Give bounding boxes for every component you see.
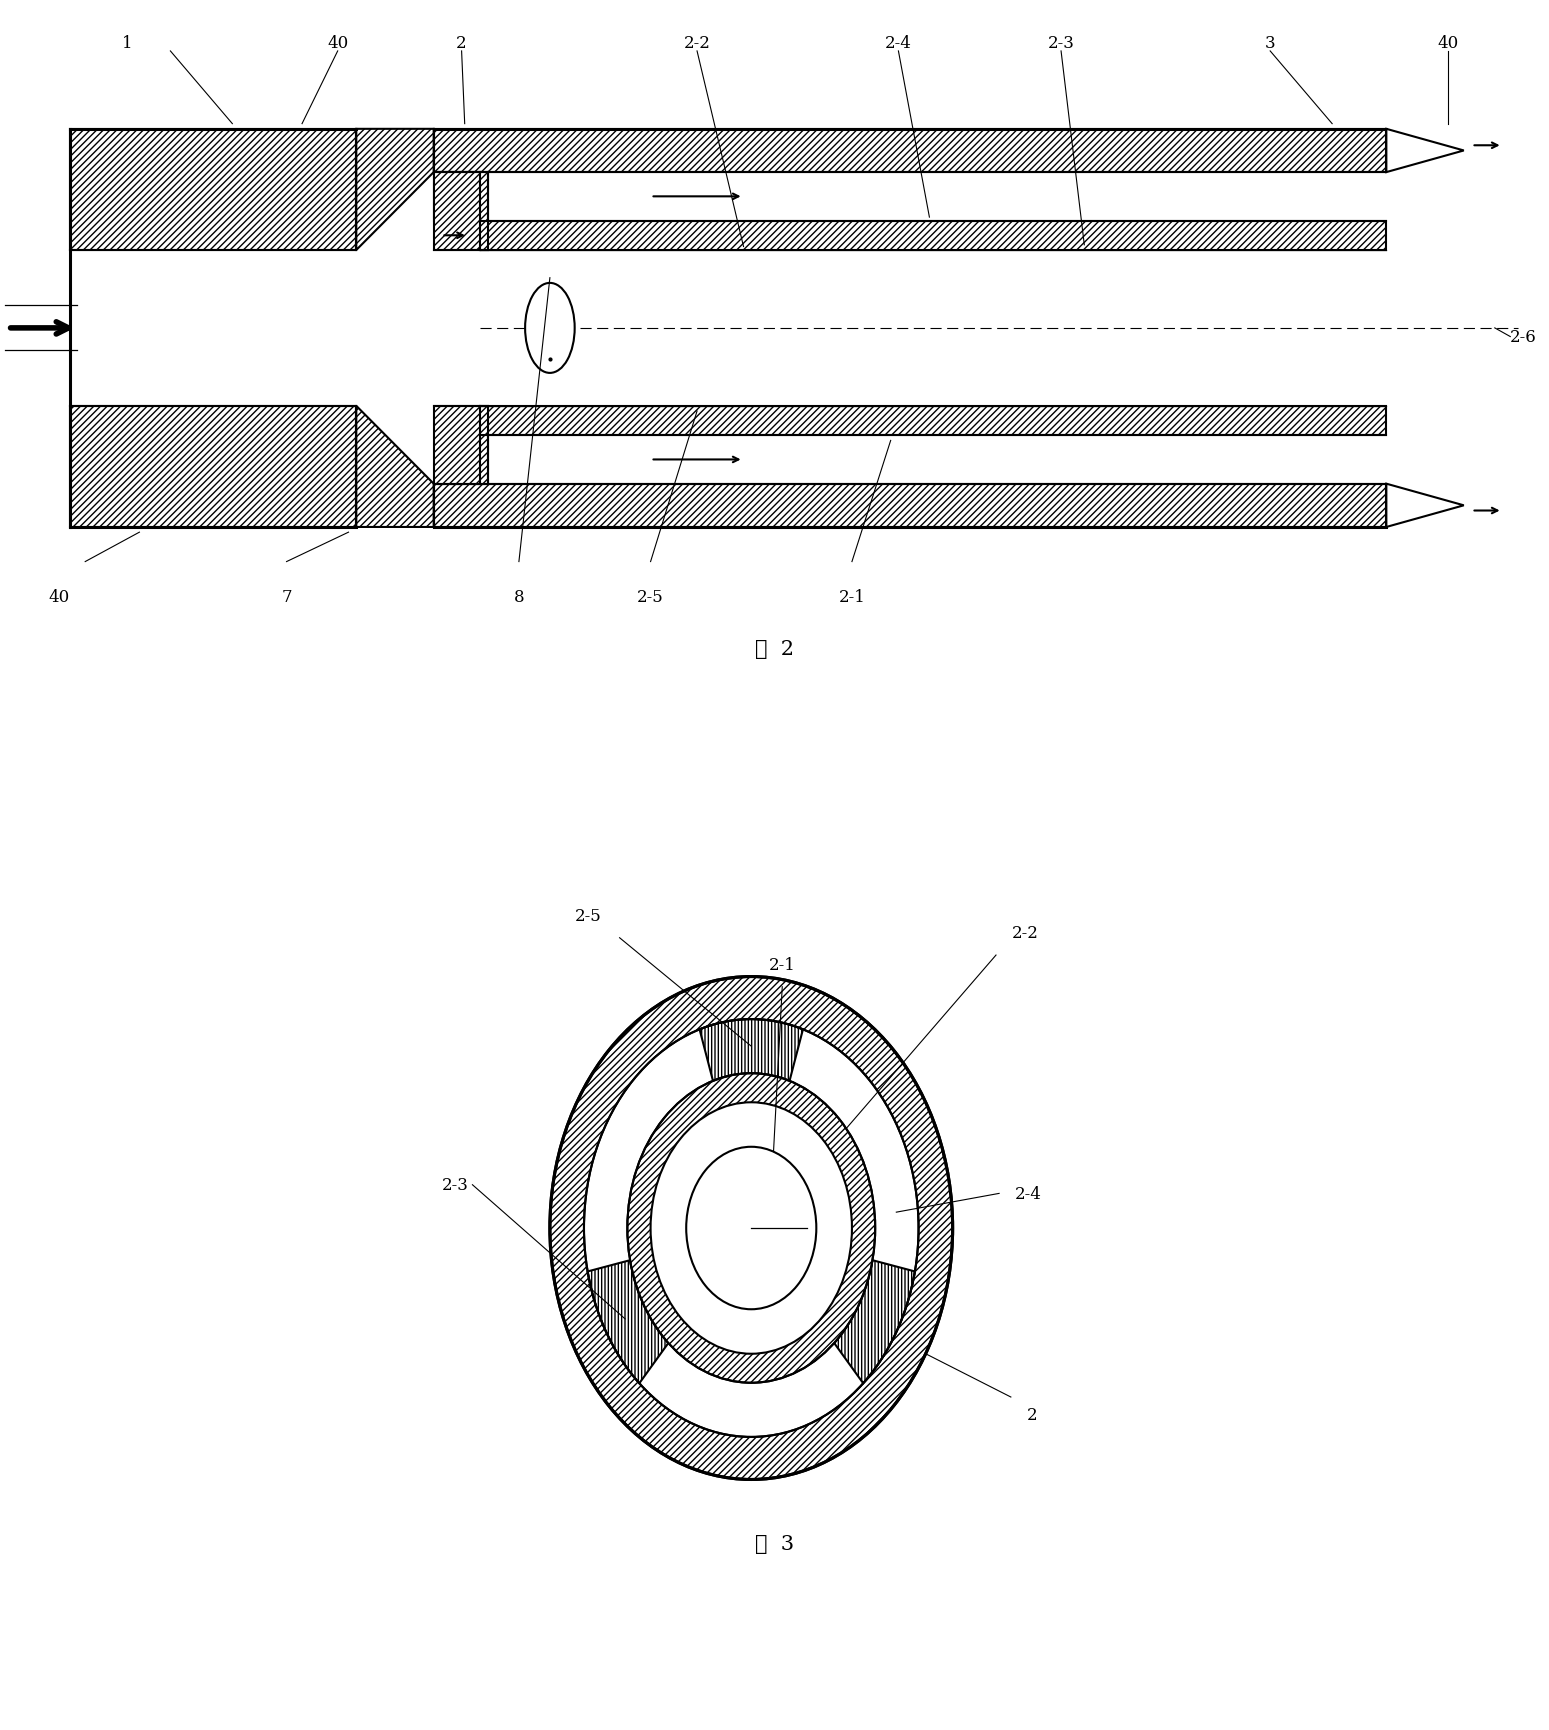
- Text: 7: 7: [282, 588, 291, 606]
- Ellipse shape: [686, 1147, 816, 1310]
- Polygon shape: [434, 173, 488, 251]
- Polygon shape: [434, 484, 1386, 528]
- Text: 2-2: 2-2: [683, 35, 711, 52]
- Polygon shape: [835, 1261, 915, 1384]
- Text: 图  3: 图 3: [754, 1535, 795, 1552]
- Text: 8: 8: [514, 588, 524, 606]
- Polygon shape: [434, 173, 480, 221]
- Text: 40: 40: [327, 35, 349, 52]
- Polygon shape: [480, 221, 1386, 251]
- Text: 3: 3: [1266, 35, 1275, 52]
- Polygon shape: [356, 407, 434, 528]
- Text: 1: 1: [122, 35, 132, 52]
- Ellipse shape: [627, 1074, 875, 1382]
- Text: 2-4: 2-4: [884, 35, 912, 52]
- Text: 2-4: 2-4: [1015, 1185, 1041, 1202]
- Polygon shape: [70, 407, 356, 528]
- Ellipse shape: [584, 1019, 919, 1438]
- Polygon shape: [587, 1261, 668, 1384]
- Text: 2: 2: [1027, 1406, 1036, 1424]
- Text: 2-2: 2-2: [1011, 924, 1038, 941]
- Polygon shape: [1386, 484, 1464, 528]
- Polygon shape: [700, 1019, 802, 1081]
- Ellipse shape: [651, 1102, 852, 1355]
- Ellipse shape: [525, 284, 575, 374]
- Text: 2-1: 2-1: [768, 957, 796, 974]
- Text: 2-5: 2-5: [575, 907, 603, 924]
- Text: 40: 40: [48, 588, 70, 606]
- Ellipse shape: [550, 977, 953, 1479]
- Polygon shape: [356, 130, 434, 251]
- Text: 2-6: 2-6: [1510, 329, 1537, 346]
- Text: 2-3: 2-3: [1047, 35, 1075, 52]
- Polygon shape: [1386, 130, 1464, 173]
- Polygon shape: [480, 407, 1386, 436]
- Ellipse shape: [584, 1019, 919, 1438]
- Text: 图  2: 图 2: [754, 640, 795, 657]
- Polygon shape: [70, 130, 356, 251]
- Text: 40: 40: [1437, 35, 1459, 52]
- Text: 2: 2: [457, 35, 466, 52]
- Text: 2-1: 2-1: [838, 588, 866, 606]
- Text: 2-5: 2-5: [637, 588, 665, 606]
- Polygon shape: [434, 130, 1386, 173]
- Text: 2-3: 2-3: [441, 1176, 468, 1194]
- Polygon shape: [434, 407, 488, 484]
